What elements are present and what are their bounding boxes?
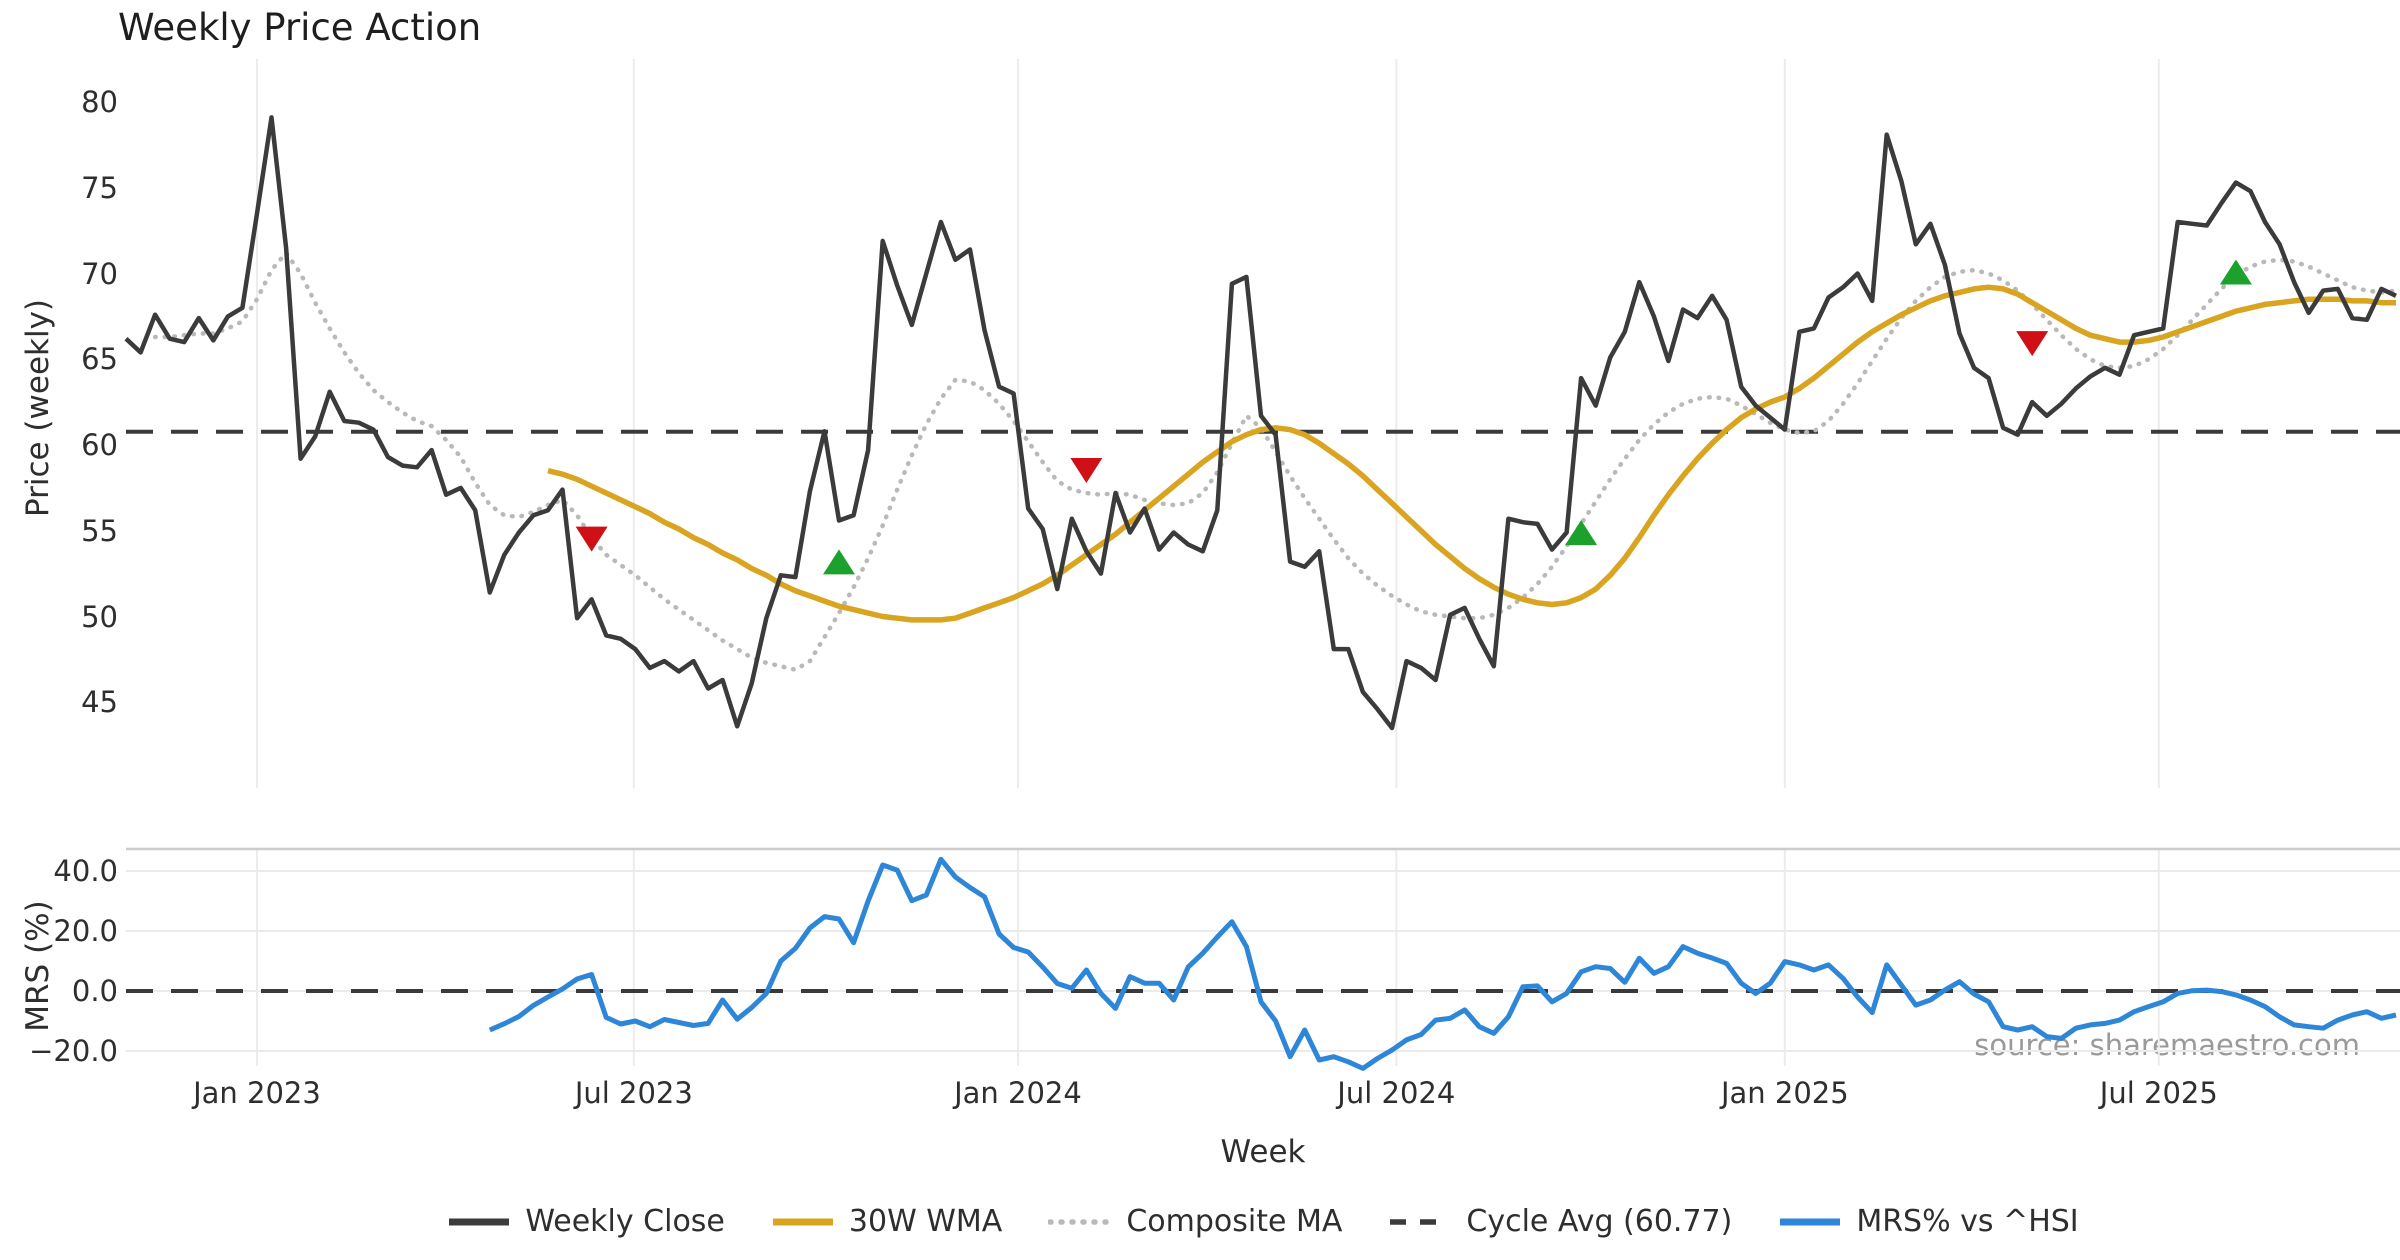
price-ytick: 70 xyxy=(81,256,118,291)
weekly-close-line xyxy=(124,115,2397,731)
chart-legend: Weekly Close 30W WMA Composite MA Cycle Avg… xyxy=(126,1204,2400,1239)
price-ytick: 55 xyxy=(81,513,118,548)
mrs-line xyxy=(488,856,2397,1071)
buy-marker-icon xyxy=(1565,520,1598,546)
legend-item: MRS% vs ^HSI xyxy=(1778,1204,2079,1239)
buy-marker-icon xyxy=(823,549,856,575)
week-axis-label: Week xyxy=(1220,1134,1306,1170)
legend-item: Composite MA xyxy=(1048,1204,1342,1239)
legend-swatch-solid-icon xyxy=(772,1218,833,1225)
price-ytick: 45 xyxy=(81,685,118,720)
mrs-ytick: 0.0 xyxy=(71,974,118,1008)
legend-swatch-solid-icon xyxy=(1780,1218,1841,1225)
sell-marker-icon xyxy=(2016,331,2049,357)
wma-30w-line xyxy=(547,284,2396,623)
legend-label: 30W WMA xyxy=(848,1204,1003,1239)
legend-label: Weekly Close xyxy=(525,1204,725,1239)
mrs-ytick: −20.0 xyxy=(29,1034,118,1068)
mrs-ytick: 40.0 xyxy=(53,854,118,888)
sell-marker-icon xyxy=(575,526,608,552)
buy-marker-icon xyxy=(2219,259,2252,285)
legend-swatch-solid-icon xyxy=(449,1218,510,1225)
legend-item: Weekly Close xyxy=(447,1204,725,1239)
chart-title: Weekly Price Action xyxy=(118,6,482,49)
legend-swatch-dotted-icon xyxy=(1048,1218,1113,1225)
legend-label: MRS% vs ^HSI xyxy=(1856,1204,2079,1239)
price-ytick: 65 xyxy=(81,342,118,377)
price-ytick: 75 xyxy=(81,170,118,205)
date-xtick: Jul 2024 xyxy=(1337,1076,1456,1110)
date-xtick: Jan 2025 xyxy=(1720,1076,1849,1110)
date-xtick: Jan 2024 xyxy=(954,1076,1082,1110)
date-xtick: Jul 2023 xyxy=(574,1076,693,1110)
legend-label: Composite MA xyxy=(1126,1204,1343,1239)
legend-item: 30W WMA xyxy=(771,1204,1002,1239)
price-ytick: 60 xyxy=(81,428,118,462)
date-xtick: Jul 2025 xyxy=(2099,1076,2218,1110)
price-ytick: 80 xyxy=(81,85,118,119)
legend-swatch-dashed-icon xyxy=(1390,1218,1451,1225)
price-ytick: 50 xyxy=(81,599,118,634)
date-xtick: Jan 2023 xyxy=(193,1076,321,1110)
legend-item: Cycle Avg (60.77) xyxy=(1388,1204,1732,1239)
mrs-ytick: 20.0 xyxy=(53,914,118,948)
legend-label: Cycle Avg (60.77) xyxy=(1466,1204,1733,1239)
sell-marker-icon xyxy=(1070,458,1103,484)
composite-ma-line xyxy=(152,249,2399,673)
